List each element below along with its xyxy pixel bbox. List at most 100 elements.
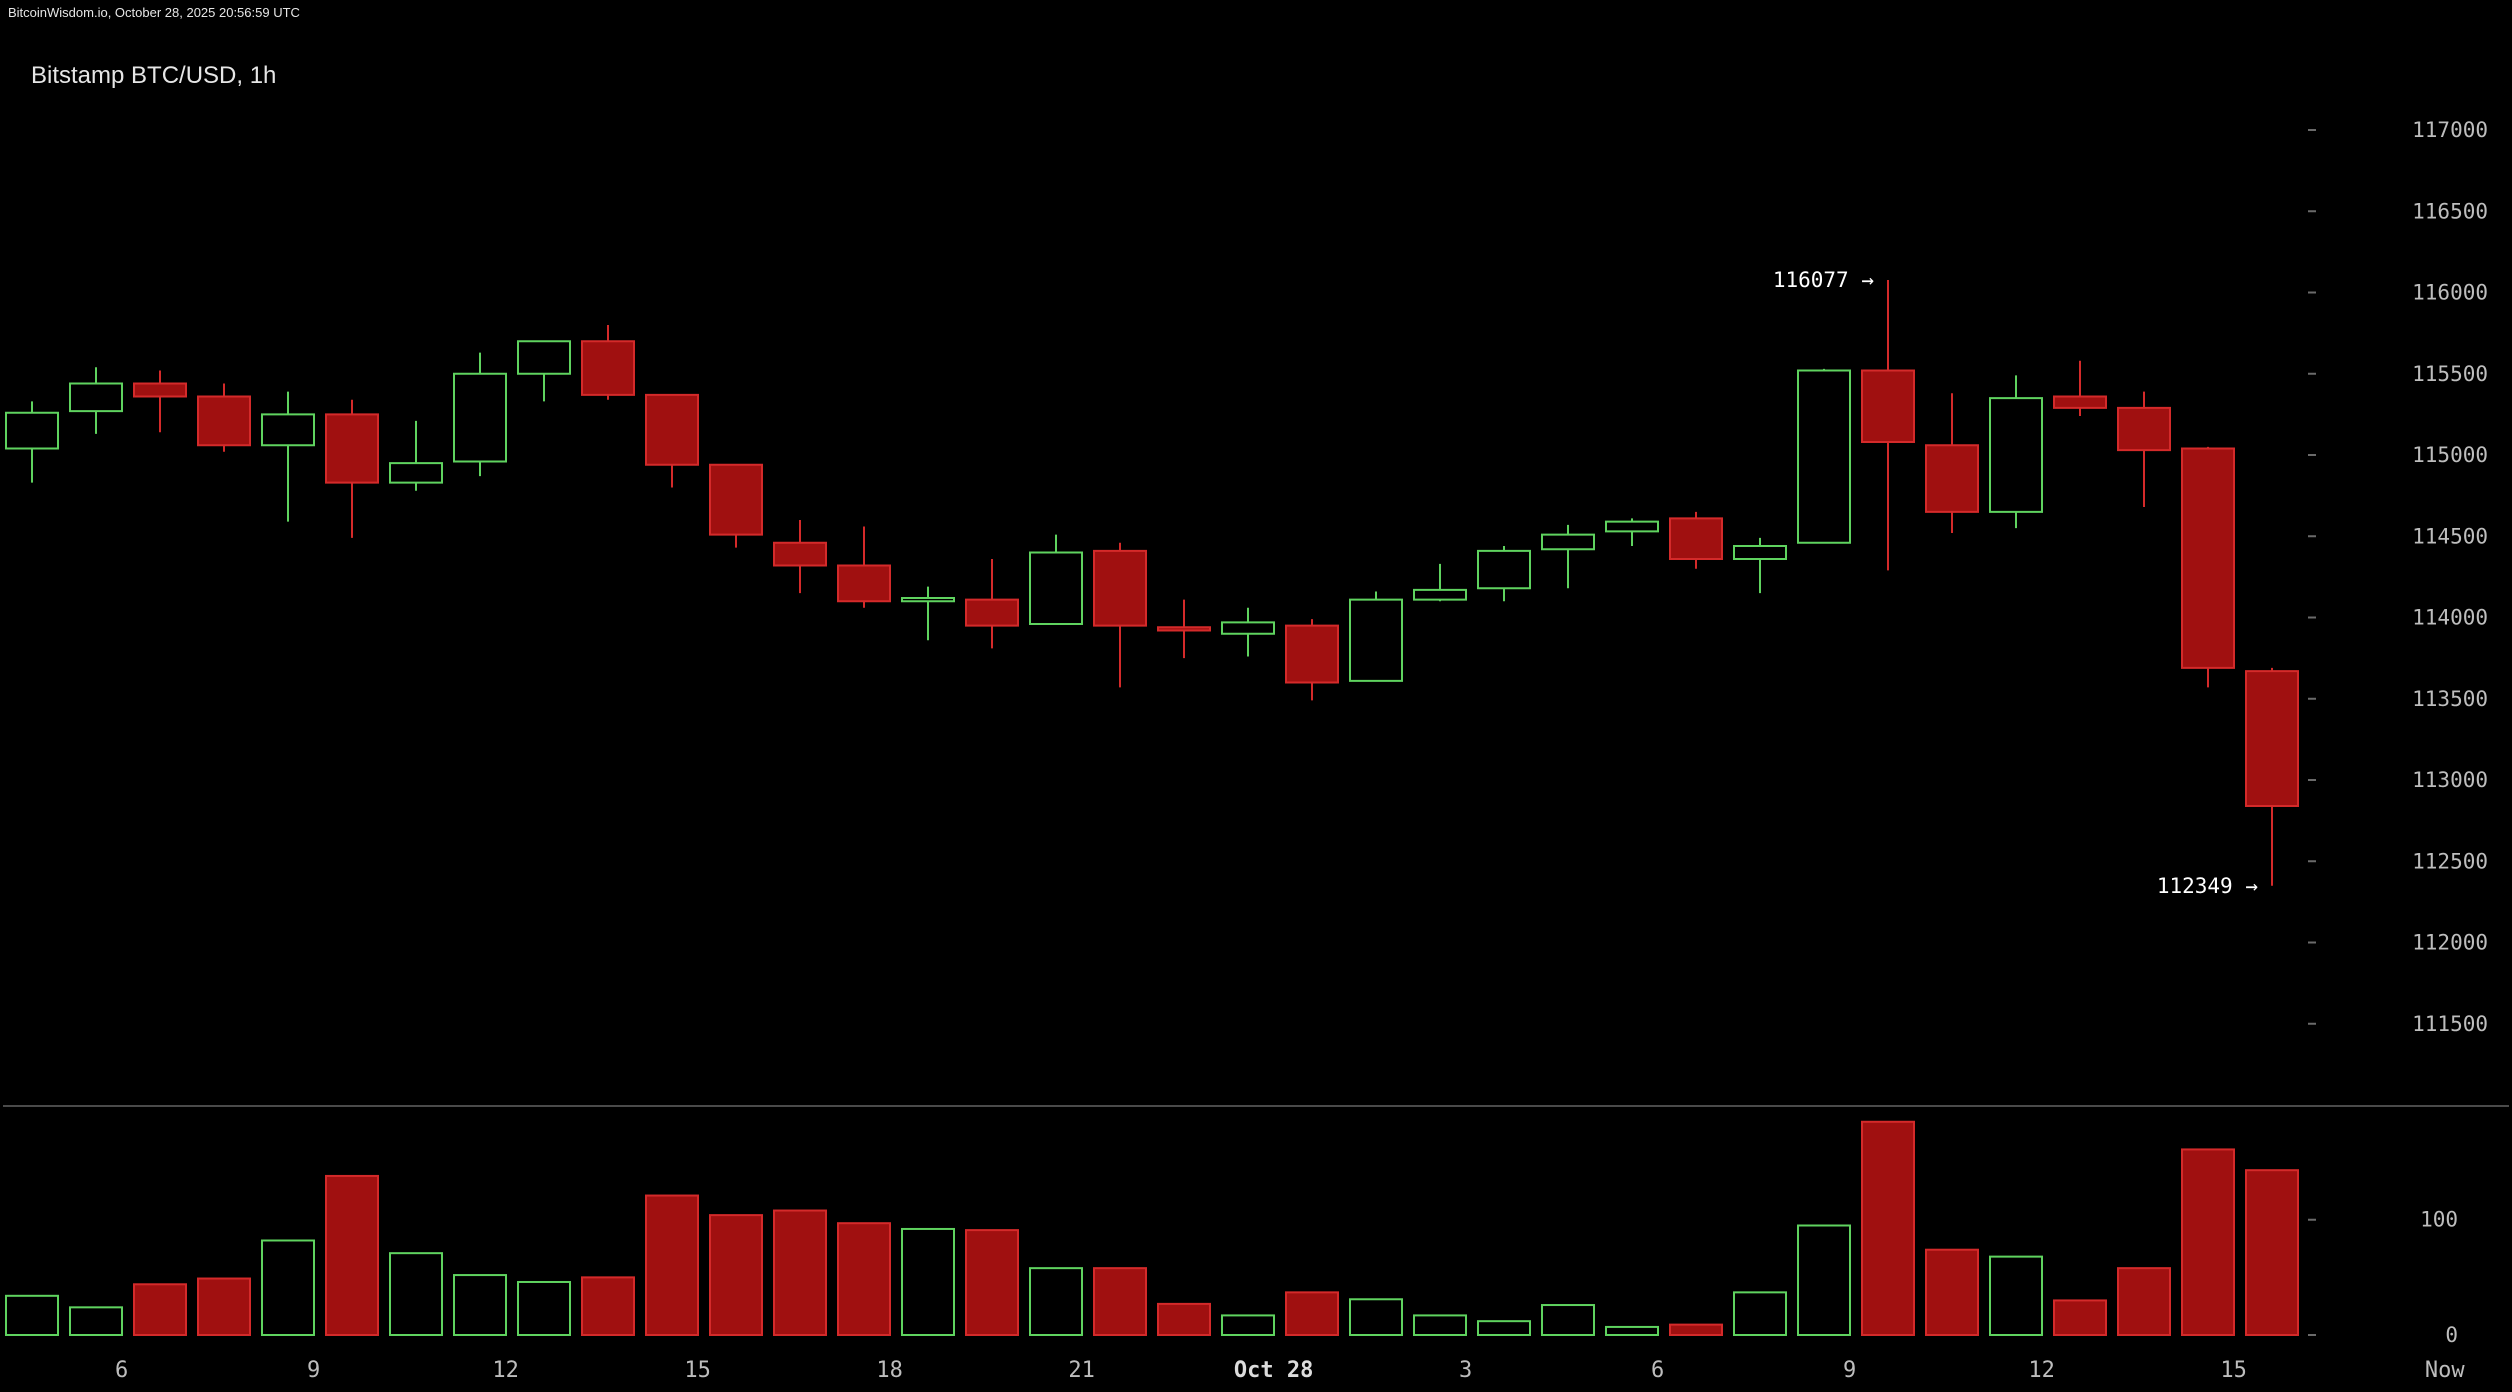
candle-body (901, 597, 955, 603)
price-annotations: 116077 → 112349 → (1773, 268, 2258, 898)
volume-bar (1413, 1314, 1467, 1336)
time-tick-label: 12 (492, 1358, 519, 1383)
candle-body (389, 462, 443, 484)
price-tick-label: 114500 (2412, 524, 2488, 548)
chart-title: Bitstamp BTC/USD, 1h (31, 62, 277, 89)
price-annotation: 116077 → (1773, 268, 1874, 292)
candle-body (261, 413, 315, 447)
time-tick-label: 21 (1068, 1358, 1095, 1383)
candle-body (773, 541, 827, 567)
source-bar: BitcoinWisdom.io, October 28, 2025 20:56… (0, 0, 2512, 24)
source-text: BitcoinWisdom.io, October 28, 2025 20:56… (8, 5, 300, 20)
candle-body (69, 382, 123, 413)
candle-body (1093, 549, 1147, 627)
volume-bar (2117, 1267, 2171, 1336)
candle-body (1477, 549, 1531, 590)
volume-bar (1669, 1323, 1723, 1336)
volume-bar (581, 1276, 635, 1336)
volume-bar (1733, 1291, 1787, 1336)
time-tick-label: Now (2425, 1358, 2465, 1383)
time-tick-label: 6 (115, 1358, 128, 1383)
candle-body (965, 598, 1019, 627)
volume-bar (453, 1274, 507, 1337)
volume-bar (2053, 1299, 2107, 1336)
price-tick-label: 112000 (2412, 931, 2488, 955)
time-tick-label: 3 (1459, 1358, 1472, 1383)
volume-bar (1925, 1248, 1979, 1337)
candle-body (453, 372, 507, 463)
time-tick-label: 15 (2220, 1358, 2247, 1383)
volume-bar (1157, 1302, 1211, 1336)
candle-body (1925, 444, 1979, 513)
volume-bar (837, 1222, 891, 1336)
volume-bar (1029, 1267, 1083, 1336)
volume-bar (965, 1229, 1019, 1336)
chart-canvas[interactable]: 117000 116500 116000 115500 115000 114500 1140… (3, 25, 2509, 1389)
candle-body (1285, 624, 1339, 684)
time-tick-label: 9 (1843, 1358, 1856, 1383)
volume-bar (1989, 1255, 2043, 1336)
candle-body (837, 564, 891, 603)
time-tick-label: Oct 28 (1234, 1358, 1313, 1383)
volume-bar (1477, 1320, 1531, 1337)
volume-tick-label: 100 (2420, 1208, 2458, 1232)
price-tick-label: 116000 (2412, 281, 2488, 305)
candle-body (2181, 447, 2235, 669)
volume-bar (709, 1214, 763, 1337)
volume-bar (1861, 1120, 1915, 1337)
price-tick-label: 115500 (2412, 362, 2488, 386)
volume-tick-label: 0 (2445, 1323, 2458, 1347)
time-tick-label: 18 (876, 1358, 903, 1383)
time-axis: 6 9 12 15 18 21 Oct 28 3 6 9 12 15 Now (115, 1358, 2465, 1383)
time-tick-label: 6 (1651, 1358, 1664, 1383)
volume-bar (517, 1280, 571, 1336)
candle-bodies (5, 340, 2299, 807)
volume-bar (1797, 1224, 1851, 1337)
candle-body (2053, 395, 2107, 409)
price-tick-label: 113500 (2412, 687, 2488, 711)
volume-bar (5, 1294, 59, 1337)
candle-body (1349, 598, 1403, 682)
volume-bar (1221, 1314, 1275, 1336)
volume-bar (645, 1194, 699, 1336)
time-tick-label: 12 (2028, 1358, 2055, 1383)
chart-panel: 117000 116500 116000 115500 115000 114500 1140… (3, 25, 2509, 1389)
volume-bar (133, 1283, 187, 1337)
volume-bar (1541, 1304, 1595, 1336)
candle-body (1029, 551, 1083, 625)
volume-bar (325, 1174, 379, 1336)
price-tick-label: 112500 (2412, 849, 2488, 873)
price-tick-label: 116500 (2412, 199, 2488, 223)
candle-body (1221, 621, 1275, 635)
volume-bar (1605, 1325, 1659, 1336)
candle-body (517, 340, 571, 375)
volume-bar (261, 1239, 315, 1337)
time-tick-label: 9 (307, 1358, 320, 1383)
volume-bar (69, 1306, 123, 1337)
candle-body (133, 382, 187, 398)
time-tick-label: 15 (684, 1358, 711, 1383)
volume-bar (389, 1252, 443, 1337)
candle-body (1605, 520, 1659, 533)
volume-bar (1093, 1267, 1147, 1336)
volume-bar (1349, 1298, 1403, 1337)
volume-bars (5, 1120, 2299, 1337)
price-tick-label: 117000 (2412, 118, 2488, 142)
candle-body (1669, 517, 1723, 560)
price-annotation: 112349 → (2157, 874, 2258, 898)
candle-body (709, 463, 763, 536)
volume-bar (2245, 1169, 2299, 1337)
candle-body (1797, 369, 1851, 544)
price-tick-label: 115000 (2412, 443, 2488, 467)
candle-wicks (31, 279, 2273, 886)
volume-bar (901, 1227, 955, 1337)
price-tick-label: 111500 (2412, 1012, 2488, 1036)
candle-body (1157, 626, 1211, 632)
candle-body (1861, 369, 1915, 443)
price-axis: 117000 116500 116000 115500 115000 114500 1140… (2308, 118, 2488, 1036)
candle-body (581, 340, 635, 396)
volume-bar (197, 1277, 251, 1336)
candle-body (1541, 533, 1595, 551)
candle-body (1989, 397, 2043, 513)
volume-bar (2181, 1148, 2235, 1336)
